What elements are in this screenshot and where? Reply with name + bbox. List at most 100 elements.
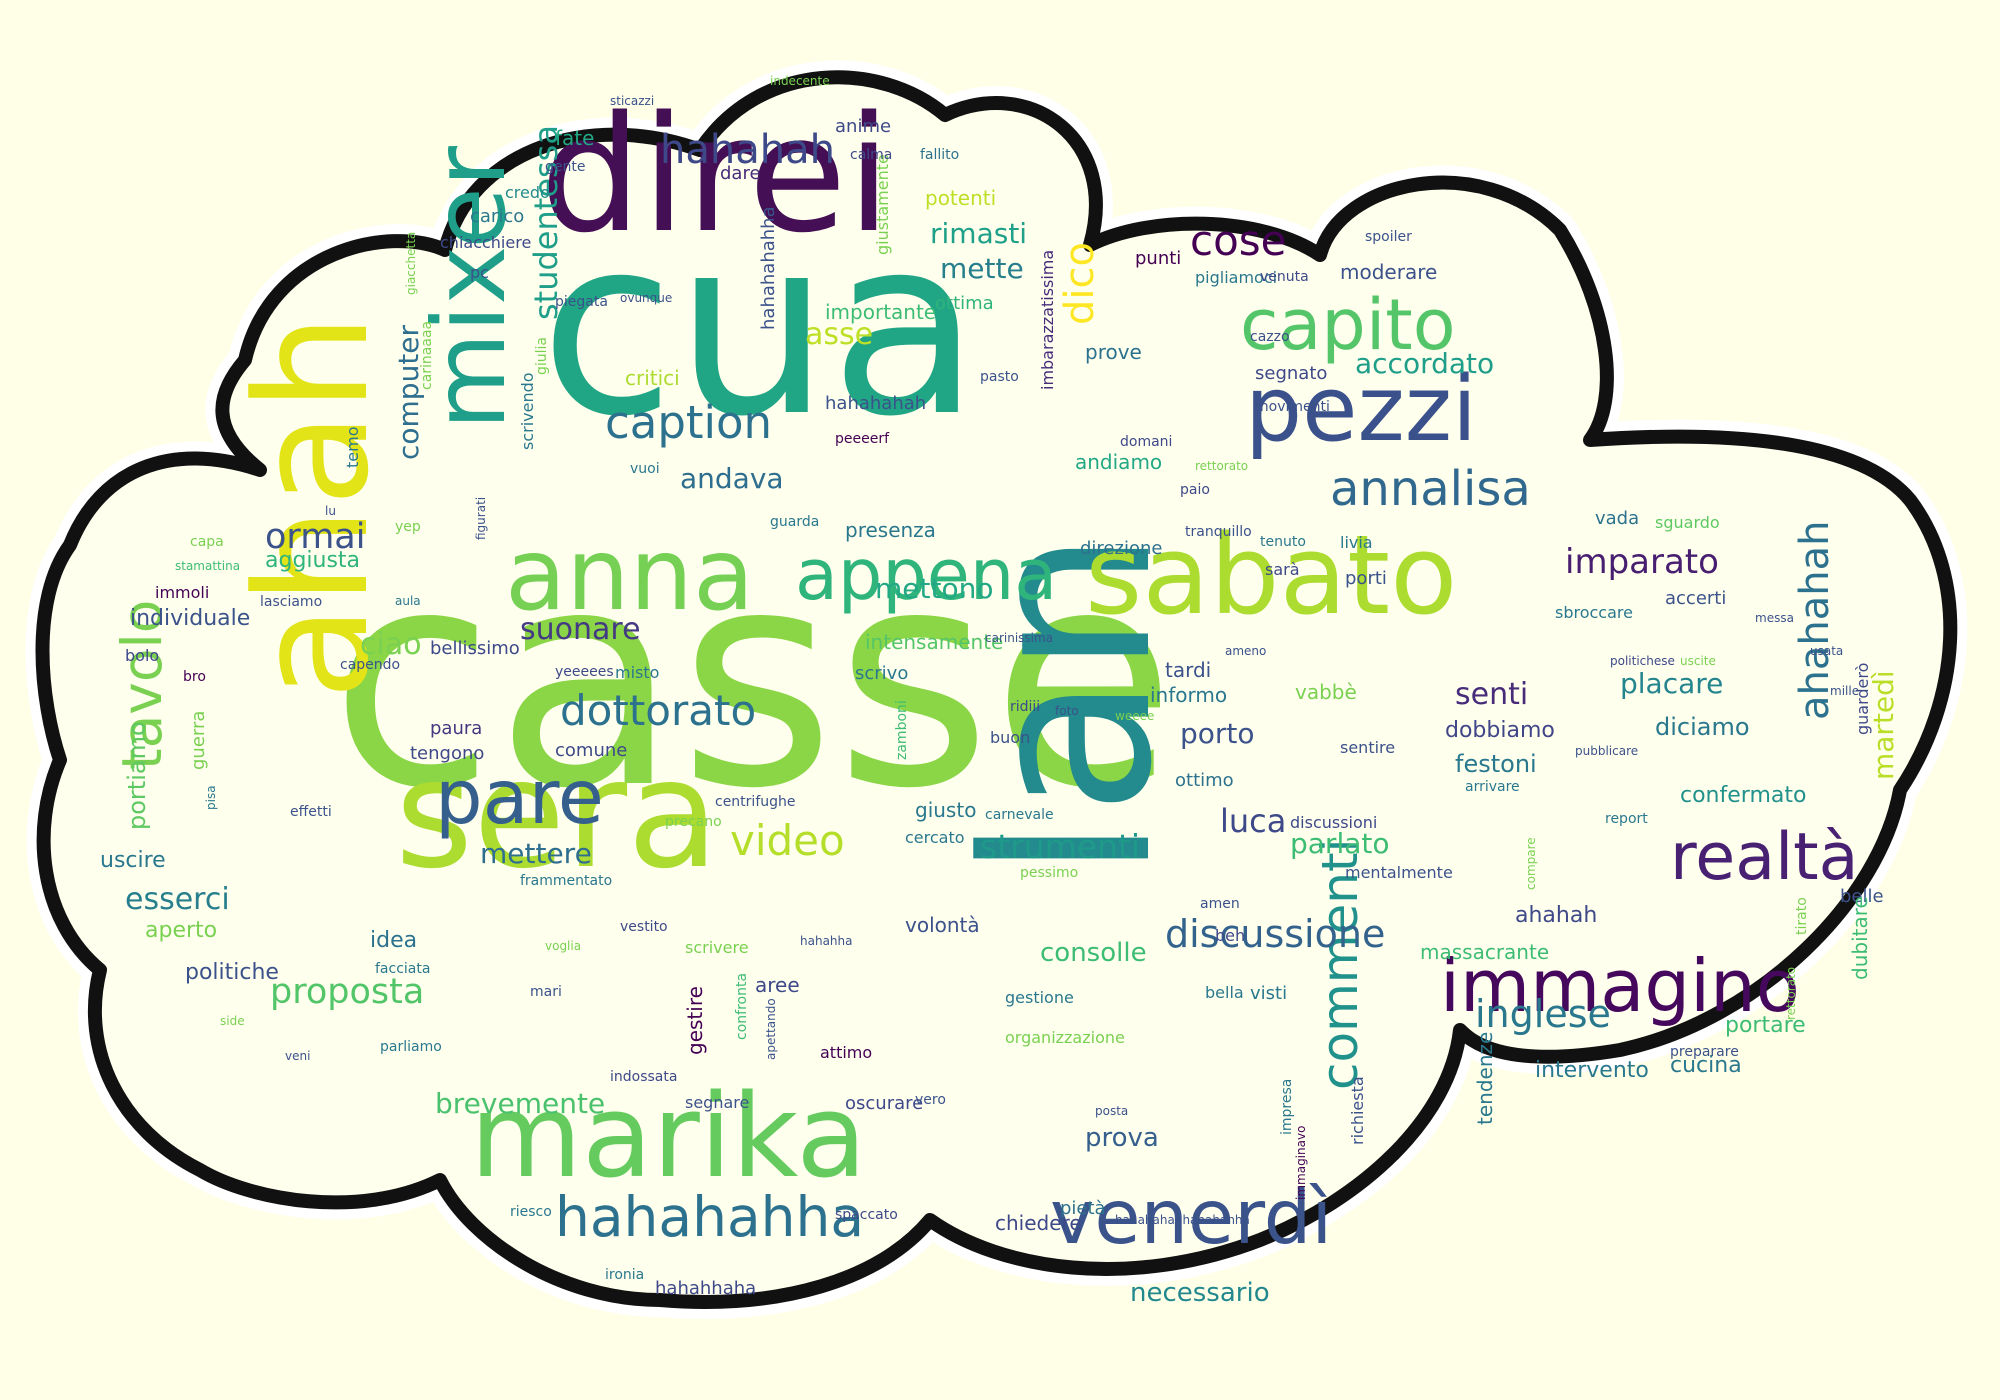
cloud-word: pubblicare	[1575, 744, 1639, 758]
cloud-word: hahahah	[660, 127, 835, 173]
cloud-word: immoli	[155, 583, 210, 602]
cloud-word: scrivendo	[518, 372, 537, 450]
cloud-word: diciamo	[1655, 713, 1750, 741]
cloud-word: porto	[1180, 717, 1255, 750]
cloud-word: discussioni	[1290, 813, 1378, 832]
cloud-word: idea	[370, 928, 418, 953]
cloud-word: sera	[395, 728, 720, 902]
cloud-word: proposta	[270, 972, 425, 1012]
cloud-word: potenti	[925, 186, 997, 210]
cloud-word: carinaaaa	[419, 320, 435, 390]
cloud-word: precano	[665, 814, 722, 830]
cloud-word: studentessa	[527, 125, 565, 320]
cloud-word: voglia	[545, 939, 582, 953]
cloud-word: marika	[470, 1070, 867, 1204]
cloud-word: politichese	[1610, 654, 1675, 668]
cloud-word: ormai	[265, 517, 366, 557]
cloud-word: rettorato	[1784, 966, 1798, 1020]
cloud-word: richiesta	[1348, 1076, 1367, 1145]
cloud-word: uscite	[1680, 654, 1716, 668]
cloud-word: bolo	[125, 646, 160, 665]
cloud-word: ottima	[935, 293, 994, 314]
cloud-word: tirato	[1794, 897, 1810, 935]
cloud-word: esserci	[125, 882, 230, 917]
cloud-word: gente	[545, 159, 586, 175]
cloud-word: cazzo	[1250, 329, 1290, 345]
cloud-word: andava	[680, 462, 784, 495]
cloud-word: prove	[1085, 340, 1142, 364]
cloud-word: misto	[615, 663, 660, 682]
cloud-word: riesco	[510, 1204, 552, 1220]
cloud-word: gestire	[683, 986, 707, 1055]
cloud-word: vestito	[620, 919, 668, 935]
cloud-word: hahahahahhahahahha	[1115, 1213, 1250, 1227]
cloud-word: ottimo	[1175, 770, 1234, 791]
cloud-word: guerra	[188, 710, 209, 770]
cloud-word: ahahahah	[1792, 520, 1838, 720]
cloud-word: presenza	[845, 518, 936, 542]
cloud-word: intervento	[1535, 1058, 1649, 1083]
cloud-word: critici	[625, 366, 680, 390]
cloud-word: venerdì	[1050, 1173, 1333, 1261]
cloud-word: necessario	[1130, 1278, 1270, 1308]
cloud-word: peeeerf	[835, 431, 890, 447]
cloud-word: carico	[470, 206, 525, 227]
cloud-word: tengono	[410, 743, 485, 764]
cloud-word: confermato	[1680, 783, 1807, 808]
cloud-word: parlato	[1290, 827, 1390, 860]
cloud-word: realtà	[1670, 820, 1859, 895]
cloud-word: pessimo	[1020, 865, 1079, 881]
cloud-word: sarà	[1265, 560, 1300, 579]
cloud-word: scrivo	[855, 663, 909, 684]
cloud-word: aula	[395, 594, 421, 608]
cloud-word: report	[1605, 811, 1648, 827]
cloud-word: aree	[755, 973, 800, 997]
cloud-word: parliamo	[380, 1039, 442, 1055]
cloud-word: dico	[1057, 242, 1103, 325]
cloud-word: mentalmente	[1345, 863, 1453, 882]
cloud-word: centrifughe	[715, 794, 796, 810]
cloud-word: segnare	[685, 1093, 750, 1112]
cloud-word: temo	[343, 426, 362, 469]
cloud-word: pisa	[204, 785, 218, 810]
cloud-word: direzione	[1080, 538, 1163, 559]
cloud-word: tendenze	[1473, 1031, 1497, 1125]
cloud-word: movimenti	[1255, 399, 1330, 415]
cloud-word: dobbiamo	[1445, 718, 1555, 743]
cloud-word: dare	[720, 163, 761, 184]
cloud-word: capito	[1240, 284, 1456, 366]
cloud-word: pare	[435, 753, 604, 841]
cloud-word: spaccato	[835, 1207, 898, 1223]
cloud-word: hahahahha	[555, 1185, 865, 1249]
cloud-word: hahahahah	[825, 393, 927, 414]
cloud-word: organizzazione	[1005, 1028, 1125, 1047]
cloud-word: cucina	[1670, 1053, 1742, 1078]
cloud-word: domani	[1120, 434, 1173, 450]
cloud-word: bro	[183, 669, 206, 685]
cloud-word: sentire	[1340, 738, 1396, 757]
cloud-word: venuta	[1260, 269, 1309, 285]
cloud-word: compare	[1524, 837, 1538, 890]
cloud-word: sbroccare	[1555, 603, 1633, 622]
cloud-word: side	[220, 1014, 245, 1028]
cloud-word: pezzi	[1245, 357, 1477, 462]
cloud-word: cercato	[905, 828, 965, 847]
cloud-word: facciata	[375, 961, 431, 977]
cloud-word: andiamo	[1075, 450, 1163, 474]
cloud-word: rettorato	[1195, 459, 1249, 473]
cloud-word: casse	[330, 505, 1176, 854]
cloud-word: accerti	[1665, 588, 1727, 609]
cloud-word: amen	[1200, 896, 1240, 912]
cloud-word: porti	[1345, 568, 1387, 589]
cloud-word: arrivare	[1465, 779, 1520, 795]
cloud-word: carnevale	[985, 807, 1054, 823]
cloud-word: cose	[1190, 216, 1287, 265]
cloud-word: scrivere	[685, 938, 749, 957]
cloud-word: punti	[1135, 248, 1182, 269]
cloud-word: luca	[1220, 802, 1287, 840]
cloud-word: individuale	[130, 606, 251, 631]
cloud-word: yeeeees	[555, 664, 614, 680]
cloud-word: importante	[825, 300, 937, 324]
